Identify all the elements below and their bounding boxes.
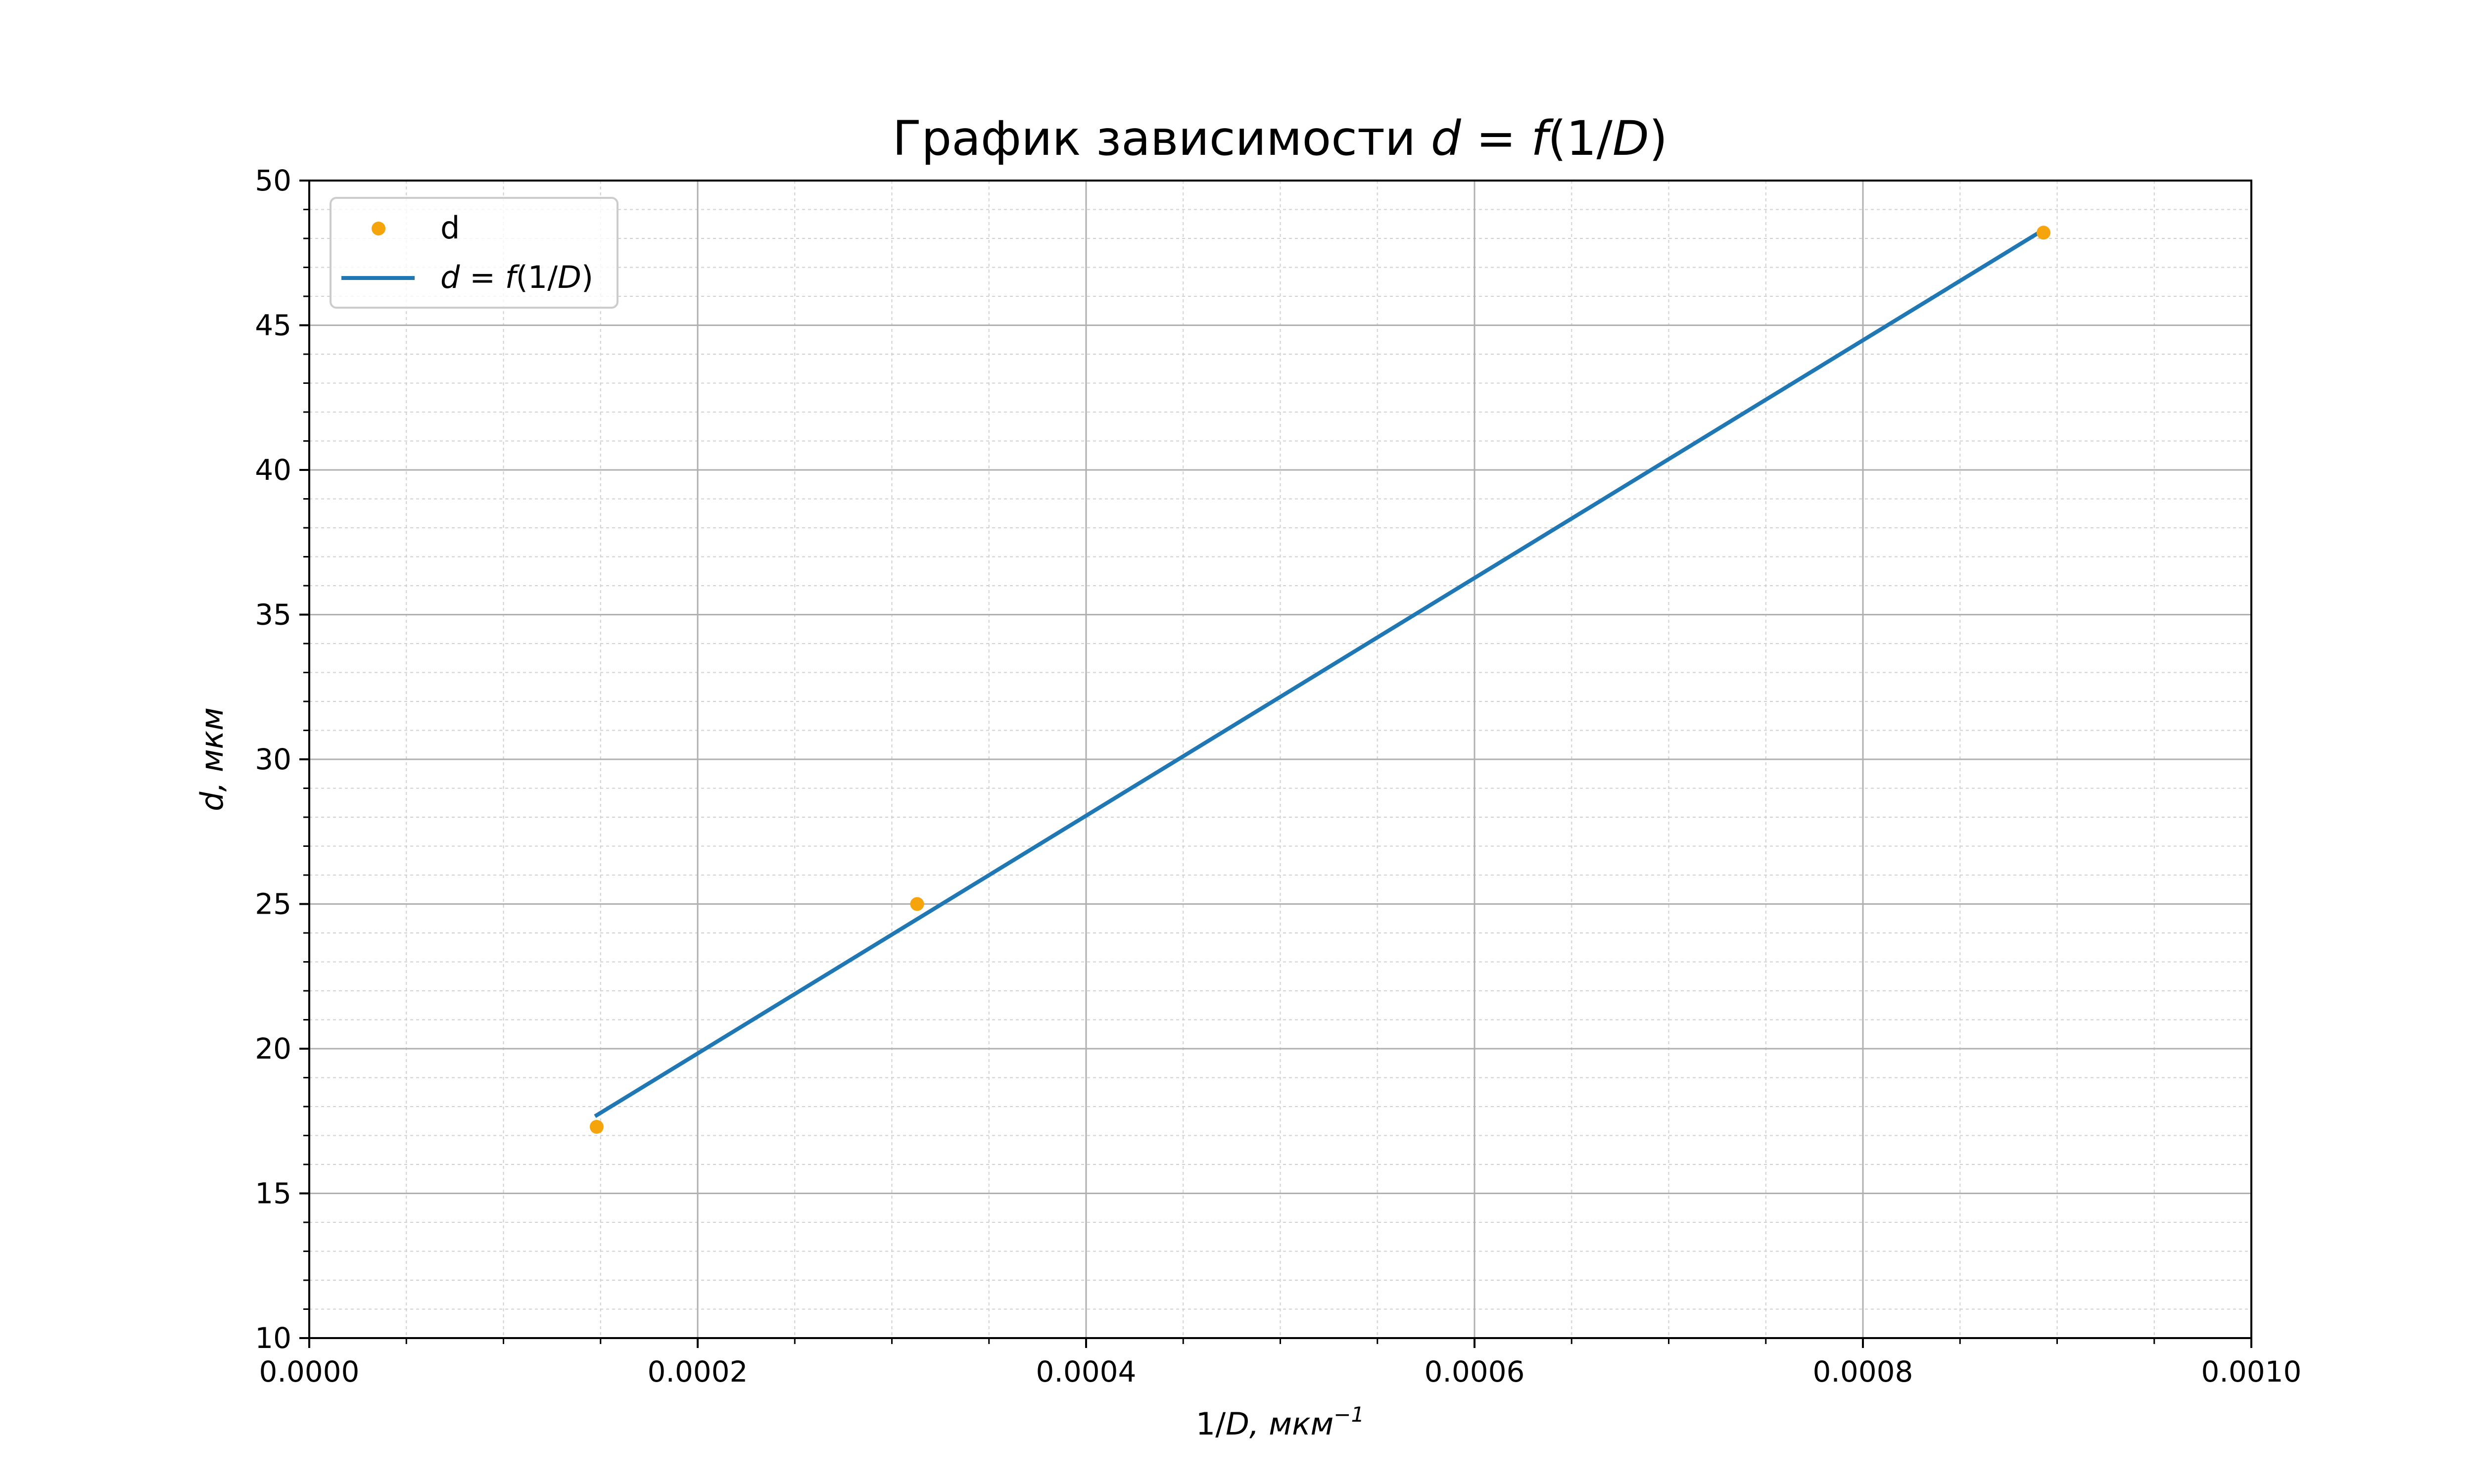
legend-marker-d	[372, 222, 385, 235]
legend: d d = f(1/D)	[330, 197, 618, 309]
x-axis-ticks: 0.0000 0.0002 0.0004 0.0006 0.0008 0.0010	[259, 1338, 2302, 1389]
y-tick-label: 20	[255, 1032, 291, 1066]
x-tick-label: 0.0006	[1425, 1355, 1525, 1389]
data-point	[589, 1119, 604, 1134]
y-tick-label: 25	[255, 887, 291, 921]
data-point	[910, 897, 924, 911]
x-tick-label: 0.0008	[1813, 1355, 1913, 1389]
y-axis-ticks: 10 15 20 25 30 35 40 45 50	[255, 164, 309, 1355]
x-tick-label: 0.0004	[1036, 1355, 1137, 1389]
y-tick-label: 45	[255, 309, 291, 342]
y-tick-label: 30	[255, 742, 291, 776]
y-axis-label: d, мкм	[194, 707, 230, 811]
y-axis-unit: мкм	[194, 707, 230, 772]
x-axis-exponent: −1	[1333, 1402, 1364, 1427]
chart-title-prefix: График зависимости	[893, 111, 1416, 166]
data-point	[2037, 226, 2051, 240]
x-tick-label: 0.0010	[2201, 1355, 2302, 1389]
y-tick-label: 15	[255, 1177, 291, 1210]
y-tick-label: 35	[255, 598, 291, 632]
x-tick-label: 0.0000	[259, 1355, 360, 1389]
legend-label-d: d	[440, 210, 460, 246]
x-tick-label: 0.0002	[648, 1355, 748, 1389]
y-tick-label: 50	[255, 164, 291, 197]
x-axis-unit: мкм	[1269, 1406, 1333, 1442]
legend-frame	[330, 197, 618, 309]
series-layer	[589, 226, 2051, 1134]
chart-title: График зависимости d = f(1/D)	[893, 111, 1668, 166]
fit-line	[594, 227, 2046, 1118]
legend-label-fit-line: d = f(1/D)	[440, 259, 593, 295]
y-tick-label: 10	[255, 1321, 291, 1355]
y-tick-label: 40	[255, 453, 291, 487]
